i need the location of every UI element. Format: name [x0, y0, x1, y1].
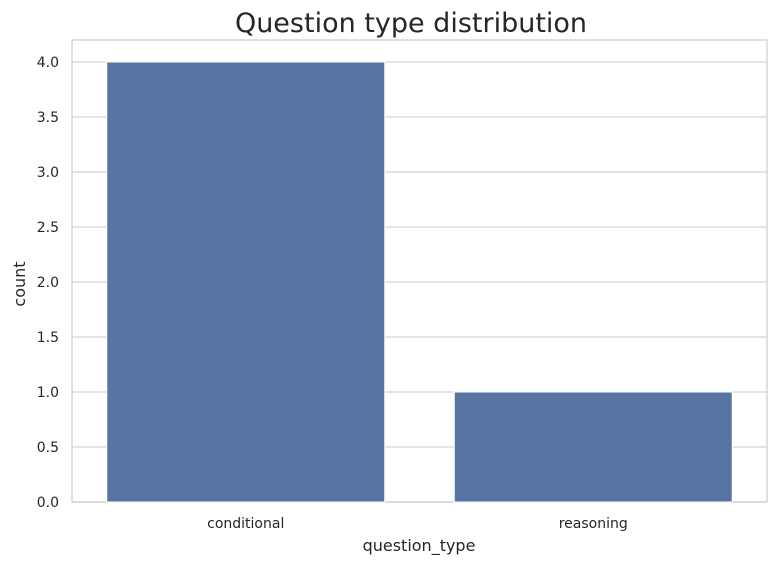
y-tick-label: 1.5 — [37, 330, 59, 346]
y-tick-label: 4.0 — [37, 55, 59, 71]
y-tick-label: 3.0 — [37, 165, 59, 181]
x-tick-label-reasoning: reasoning — [559, 516, 628, 532]
y-tick-label: 0.0 — [37, 495, 59, 511]
x-axis-label: question_type — [363, 536, 476, 556]
bar-conditional — [106, 61, 386, 503]
x-tick-label-conditional: conditional — [207, 516, 284, 532]
y-tick-label: 3.5 — [37, 110, 59, 126]
y-tick-label: 2.5 — [37, 220, 59, 236]
bar-reasoning — [453, 391, 733, 503]
y-tick-label: 2.0 — [37, 275, 59, 291]
y-tick-label: 0.5 — [37, 440, 59, 456]
x-tick-labels: conditional reasoning — [207, 516, 628, 532]
y-tick-label: 1.0 — [37, 385, 59, 401]
chart-title: Question type distribution — [235, 8, 587, 39]
y-tick-labels: 0.0 0.5 1.0 1.5 2.0 2.5 3.0 3.5 4.0 — [37, 55, 59, 511]
y-axis-label: count — [10, 261, 29, 306]
bars — [106, 61, 733, 503]
plot-frame — [71, 39, 768, 503]
